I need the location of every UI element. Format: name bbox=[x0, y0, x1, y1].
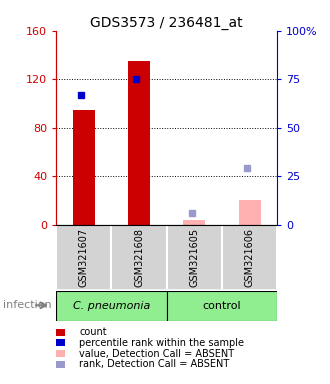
Bar bbox=[73, 109, 95, 225]
Text: percentile rank within the sample: percentile rank within the sample bbox=[79, 338, 244, 348]
Bar bbox=[167, 291, 277, 321]
Bar bbox=[56, 291, 167, 321]
Text: infection: infection bbox=[3, 300, 52, 310]
Bar bbox=[183, 220, 205, 225]
Text: GSM321605: GSM321605 bbox=[189, 228, 199, 287]
Bar bbox=[128, 61, 150, 225]
Bar bbox=[112, 225, 167, 290]
Bar bbox=[56, 225, 112, 290]
Text: GSM321607: GSM321607 bbox=[79, 228, 89, 287]
Text: count: count bbox=[79, 327, 107, 337]
Title: GDS3573 / 236481_at: GDS3573 / 236481_at bbox=[90, 16, 243, 30]
Text: C. pneumonia: C. pneumonia bbox=[73, 301, 150, 311]
Text: GSM321608: GSM321608 bbox=[134, 228, 144, 287]
Text: GSM321606: GSM321606 bbox=[245, 228, 254, 287]
Bar bbox=[167, 225, 222, 290]
Bar bbox=[222, 225, 277, 290]
Text: value, Detection Call = ABSENT: value, Detection Call = ABSENT bbox=[79, 349, 234, 359]
Bar bbox=[239, 200, 261, 225]
Text: control: control bbox=[203, 301, 241, 311]
Text: rank, Detection Call = ABSENT: rank, Detection Call = ABSENT bbox=[79, 359, 229, 369]
